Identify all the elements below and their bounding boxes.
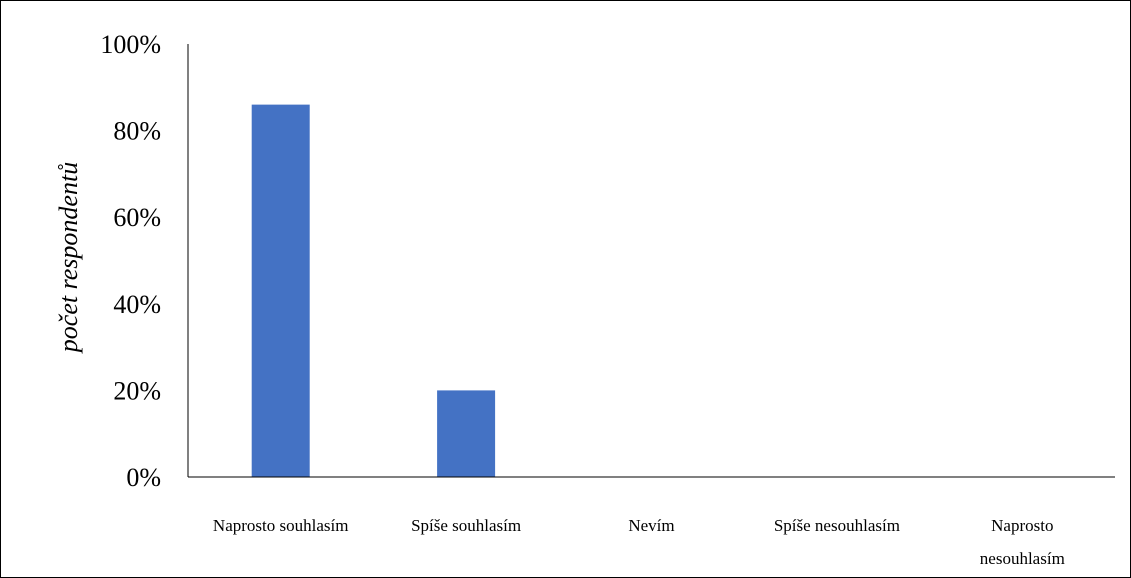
y-axis-ticks: 0% 20% 40% 60% 80% 100% — [100, 30, 161, 492]
y-tick-label: 0% — [126, 463, 161, 492]
x-category-label: Naprosto — [991, 516, 1053, 535]
y-tick-label: 40% — [113, 290, 161, 319]
bar — [251, 104, 310, 478]
x-category-label: Spíše souhlasím — [411, 516, 521, 535]
y-tick-label: 60% — [113, 203, 161, 232]
x-category-label: Spíše nesouhlasím — [774, 516, 900, 535]
y-tick-label: 20% — [113, 376, 161, 405]
y-tick-label: 100% — [100, 30, 161, 59]
bars — [251, 104, 496, 478]
bar — [437, 390, 496, 477]
y-axis-title-group: počet respondentů — [54, 162, 83, 354]
x-category-label: Naprosto souhlasím — [213, 516, 349, 535]
y-tick-label: 80% — [113, 117, 161, 146]
x-category-label: Nevím — [628, 516, 674, 535]
x-axis-labels: Naprosto souhlasím Spíše souhlasím Nevím Sp… — [213, 516, 1065, 568]
x-category-label: nesouhlasím — [980, 549, 1065, 568]
y-axis-title: počet respondentů — [54, 162, 83, 354]
